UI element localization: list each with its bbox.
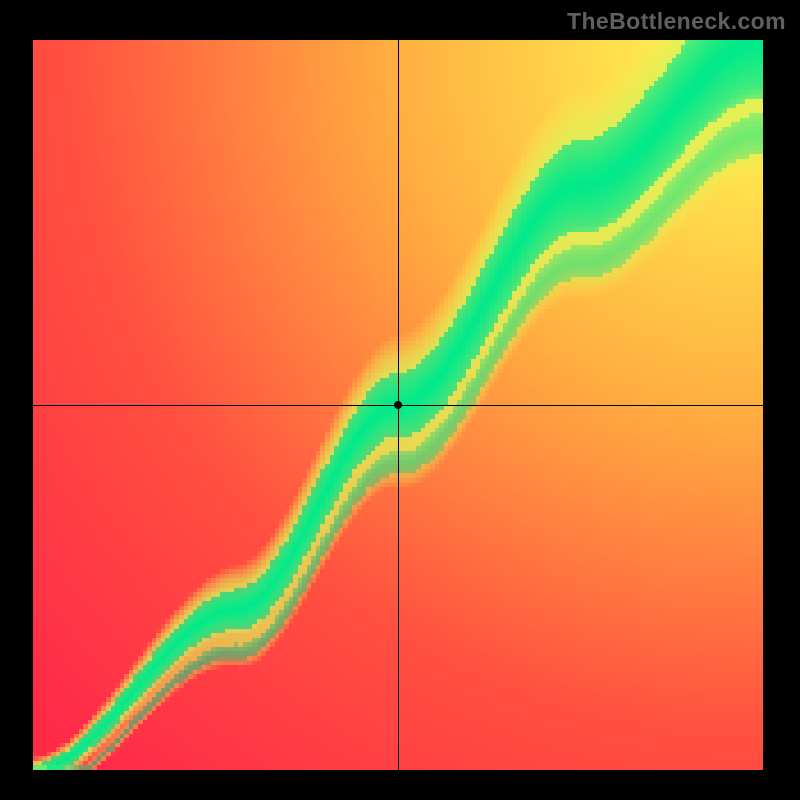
stage: TheBottleneck.com — [0, 0, 800, 800]
bottleneck-heatmap-plot — [33, 40, 763, 770]
marker-dot — [394, 401, 402, 409]
watermark-text: TheBottleneck.com — [567, 8, 786, 35]
